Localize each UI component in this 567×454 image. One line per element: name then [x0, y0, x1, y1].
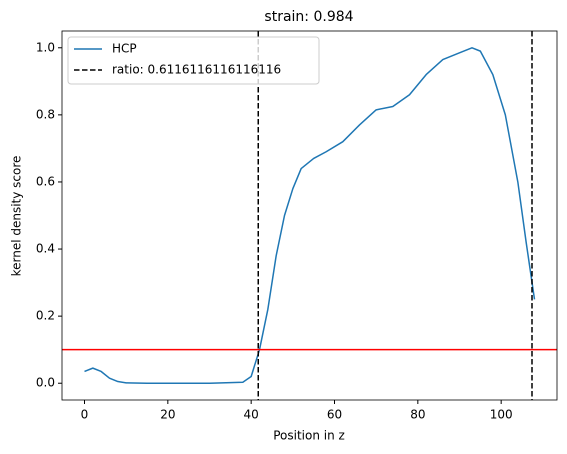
y-tick-label: 0.4 — [36, 242, 55, 256]
x-axis-label: Position in z — [273, 429, 345, 443]
x-tick-label: 20 — [160, 408, 175, 422]
chart-title: strain: 0.984 — [264, 9, 353, 25]
legend-label: ratio: 0.6116116116116116 — [112, 63, 281, 77]
legend-label: HCP — [112, 42, 137, 56]
y-tick-label: 0.0 — [36, 376, 55, 390]
x-tick-label: 80 — [410, 408, 425, 422]
x-tick-label: 0 — [81, 408, 89, 422]
x-tick-label: 60 — [327, 408, 342, 422]
x-tick-label: 100 — [490, 408, 513, 422]
x-tick-label: 40 — [244, 408, 259, 422]
y-axis-label: kernel density score — [10, 156, 24, 277]
legend-box — [67, 36, 320, 85]
y-tick-label: 0.6 — [36, 174, 55, 188]
y-tick-label: 0.8 — [36, 107, 55, 121]
y-tick-label: 0.2 — [36, 309, 55, 323]
plot-frame — [61, 30, 558, 401]
line-series — [84, 47, 536, 384]
y-tick-label: 1.0 — [36, 40, 55, 54]
